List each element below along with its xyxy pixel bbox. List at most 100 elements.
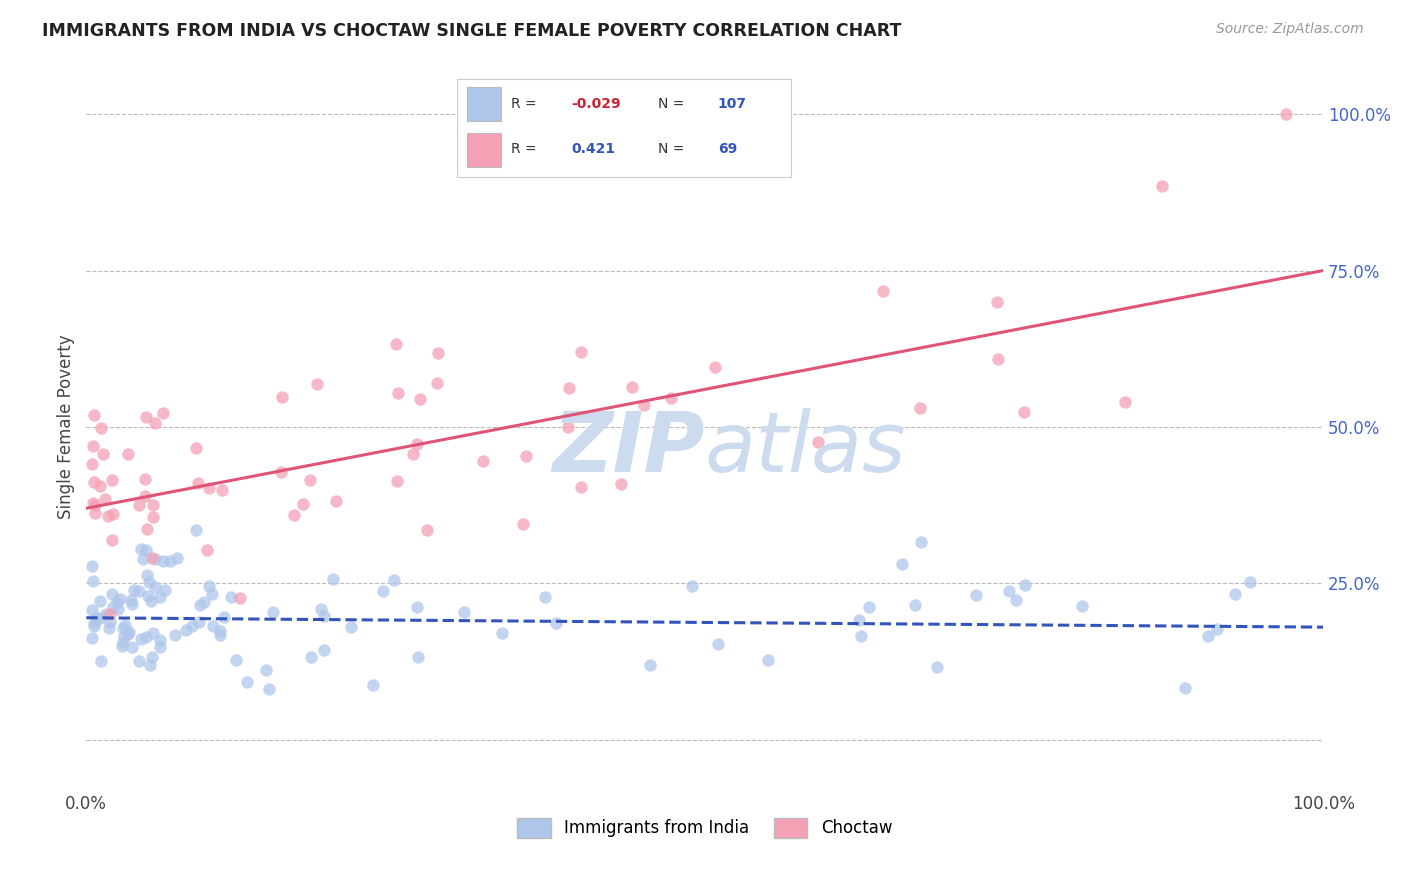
Point — [546, 616, 568, 631]
Point — [1114, 395, 1136, 409]
Point — [208, 624, 231, 639]
Point — [153, 582, 176, 597]
Point — [114, 618, 136, 632]
Point — [187, 615, 209, 630]
Point — [406, 649, 429, 664]
Point — [558, 381, 581, 395]
Point — [219, 590, 242, 604]
Point — [181, 619, 204, 633]
Y-axis label: Single Female Poverty: Single Female Poverty — [58, 334, 75, 519]
Point — [228, 591, 250, 605]
Point — [298, 473, 321, 487]
Point — [184, 524, 207, 538]
Point — [225, 653, 247, 667]
Point — [209, 628, 232, 642]
Point — [136, 522, 159, 536]
Point — [141, 650, 163, 665]
Point — [90, 654, 112, 668]
Point — [236, 675, 259, 690]
Point — [557, 419, 579, 434]
Point — [101, 473, 124, 487]
Point — [148, 640, 170, 654]
Point — [1223, 586, 1246, 600]
Point — [134, 472, 156, 486]
Point — [84, 506, 107, 520]
Point — [385, 336, 408, 351]
Point — [187, 475, 209, 490]
Point — [610, 476, 633, 491]
Legend: Immigrants from India, Choctaw: Immigrants from India, Choctaw — [510, 812, 898, 844]
Point — [299, 650, 322, 665]
Point — [512, 516, 534, 531]
Point — [129, 632, 152, 647]
Point — [515, 449, 537, 463]
Point — [121, 640, 143, 655]
Point — [138, 658, 160, 673]
Point — [472, 454, 495, 468]
Point — [90, 420, 112, 434]
Point — [120, 593, 142, 607]
Point — [325, 494, 347, 508]
Point — [111, 621, 134, 635]
Point — [159, 554, 181, 568]
Point — [97, 508, 120, 523]
Point — [152, 406, 174, 420]
Point — [93, 491, 115, 506]
Point — [149, 633, 172, 648]
Point — [143, 551, 166, 566]
Point — [82, 439, 104, 453]
Point — [83, 475, 105, 489]
Point — [426, 376, 449, 390]
Point — [534, 591, 557, 605]
Point — [271, 390, 294, 404]
Point — [82, 631, 104, 645]
Point — [401, 447, 423, 461]
Point — [143, 417, 166, 431]
Point — [197, 579, 219, 593]
Point — [848, 614, 870, 628]
Point — [201, 587, 224, 601]
Point — [112, 629, 135, 643]
Point — [134, 410, 156, 425]
Point — [105, 595, 128, 609]
Point — [135, 630, 157, 644]
Point — [309, 602, 332, 616]
Point — [569, 345, 592, 359]
Point — [143, 580, 166, 594]
Point — [128, 498, 150, 512]
Point — [193, 594, 215, 608]
Point — [283, 508, 305, 522]
Point — [406, 437, 429, 451]
Point — [385, 475, 408, 489]
Point — [129, 542, 152, 557]
Point — [659, 391, 682, 405]
Point — [908, 401, 931, 415]
Point — [453, 606, 475, 620]
Point — [142, 498, 165, 512]
Point — [371, 584, 394, 599]
Point — [98, 615, 121, 629]
Point — [117, 447, 139, 461]
Point — [872, 284, 894, 298]
Point — [1275, 107, 1298, 121]
Point — [704, 359, 727, 374]
Point — [858, 599, 880, 614]
Point — [107, 602, 129, 616]
Point — [904, 598, 927, 612]
Point — [312, 609, 335, 624]
Point — [1174, 681, 1197, 695]
Point — [101, 599, 124, 614]
Point — [1005, 593, 1028, 607]
Point — [416, 524, 439, 538]
Point — [152, 554, 174, 568]
Point — [195, 543, 218, 558]
Point — [141, 550, 163, 565]
Point — [387, 385, 409, 400]
Point — [197, 481, 219, 495]
Point — [202, 619, 225, 633]
Point — [82, 559, 104, 574]
Point — [291, 497, 314, 511]
Point — [340, 620, 363, 634]
Text: atlas: atlas — [704, 409, 907, 489]
Point — [569, 479, 592, 493]
